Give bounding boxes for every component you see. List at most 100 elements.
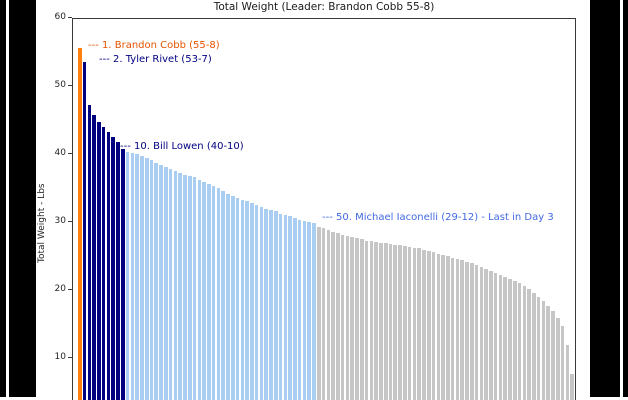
bar-rank-89 (498, 274, 503, 400)
bar-rank-17 (154, 162, 159, 400)
bar-rank-36 (245, 201, 249, 400)
bar-rank-26 (197, 180, 202, 400)
bar-rank-6 (101, 127, 106, 400)
bar-rank-63 (374, 242, 378, 400)
ytick-label-40: 40 (54, 147, 66, 158)
bar-rank-69 (403, 246, 407, 400)
annotation-2: --- 2. Tyler Rivet (53-7) (99, 54, 212, 65)
bar-rank-32 (226, 193, 230, 400)
bar-rank-79 (450, 257, 455, 400)
bar-rank-15 (144, 158, 149, 400)
bar-rank-99 (546, 306, 551, 400)
bar-rank-34 (235, 197, 240, 400)
ytick-label-30: 30 (54, 215, 66, 226)
bar-rank-49 (307, 221, 312, 400)
bar-rank-25 (192, 177, 197, 400)
bar-rank-20 (168, 169, 173, 400)
bar-rank-95 (527, 289, 531, 400)
bar-rank-103 (565, 344, 570, 400)
ytick-mark-60 (68, 17, 72, 18)
bar-rank-59 (355, 238, 359, 400)
bar-rank-81 (460, 260, 464, 400)
letterbox-right-outer (623, 0, 628, 397)
bar-rank-4 (92, 114, 96, 400)
ytick-label-20: 20 (54, 283, 66, 294)
bar-rank-62 (369, 241, 374, 400)
bar-rank-19 (164, 166, 168, 400)
bar-rank-41 (269, 210, 273, 400)
annotation-4: --- 50. Michael Iaconelli (29-12) - Last… (322, 212, 554, 223)
bar-rank-65 (383, 243, 388, 400)
letterbox-right-inner (590, 0, 620, 397)
bar-rank-13 (135, 154, 139, 400)
bar-rank-61 (364, 240, 369, 400)
bar-rank-73 (422, 249, 426, 400)
bar-rank-35 (240, 199, 245, 400)
bar-rank-93 (517, 282, 522, 400)
bar-rank-64 (379, 242, 383, 400)
bar-rank-60 (360, 239, 364, 400)
bar-rank-94 (522, 285, 527, 400)
ytick-mark-30 (68, 221, 72, 222)
bar-rank-5 (97, 121, 101, 400)
bar-rank-78 (446, 256, 450, 400)
bar-rank-14 (140, 156, 144, 400)
annotation-3: --- 10. Bill Lowen (40-10) (120, 141, 244, 152)
bar-rank-74 (426, 250, 431, 400)
bar-rank-18 (159, 164, 163, 400)
ytick-label-50: 50 (54, 79, 66, 90)
bar-rank-71 (412, 247, 417, 400)
bar-rank-77 (441, 255, 445, 400)
bar-rank-80 (455, 259, 460, 400)
bar-rank-23 (183, 174, 187, 400)
bar-rank-55 (336, 233, 340, 400)
ytick-mark-20 (68, 289, 72, 290)
bar-rank-7 (106, 131, 111, 400)
bar-rank-96 (532, 293, 536, 400)
ytick-mark-10 (68, 357, 72, 358)
bar-rank-72 (417, 248, 421, 400)
bar-rank-40 (264, 208, 268, 400)
ytick-label-10: 10 (54, 351, 66, 362)
bar-rank-100 (551, 311, 555, 400)
bar-rank-39 (259, 207, 264, 400)
bar-rank-30 (216, 188, 221, 400)
bar-rank-33 (230, 195, 235, 400)
bar-rank-58 (350, 237, 355, 400)
bar-rank-75 (431, 252, 436, 400)
bar-rank-22 (178, 173, 182, 400)
bar-rank-104 (570, 374, 574, 400)
ytick-label-60: 60 (54, 11, 66, 22)
bar-rank-101 (556, 317, 560, 400)
bar-rank-28 (207, 184, 211, 400)
bar-rank-52 (321, 228, 326, 400)
bar-rank-8 (111, 136, 116, 400)
bar-rank-10 (121, 148, 125, 400)
bar-rank-83 (469, 263, 474, 400)
bar-rank-91 (508, 278, 512, 400)
bar-rank-11 (125, 151, 130, 400)
bar-rank-9 (116, 142, 120, 400)
bar-rank-38 (254, 205, 259, 400)
bar-rank-44 (283, 214, 288, 400)
bar-rank-57 (345, 235, 350, 400)
bar-rank-24 (187, 176, 192, 400)
bar-rank-42 (273, 211, 278, 400)
bar-rank-54 (331, 231, 335, 400)
bar-rank-37 (250, 203, 254, 400)
bar-rank-16 (149, 160, 154, 400)
letterbox-left-inner (9, 0, 36, 397)
ytick-mark-50 (68, 85, 72, 86)
bar-rank-2 (82, 61, 87, 400)
bar-rank-12 (130, 153, 135, 400)
bar-rank-56 (340, 234, 345, 400)
bar-rank-27 (202, 182, 206, 400)
bar-rank-82 (465, 261, 469, 400)
bar-rank-92 (512, 280, 517, 400)
bar-rank-102 (560, 325, 565, 400)
bar-rank-70 (407, 246, 412, 400)
letterbox-left-outer (0, 0, 6, 397)
bar-rank-67 (393, 244, 398, 400)
bar-rank-68 (398, 245, 402, 400)
